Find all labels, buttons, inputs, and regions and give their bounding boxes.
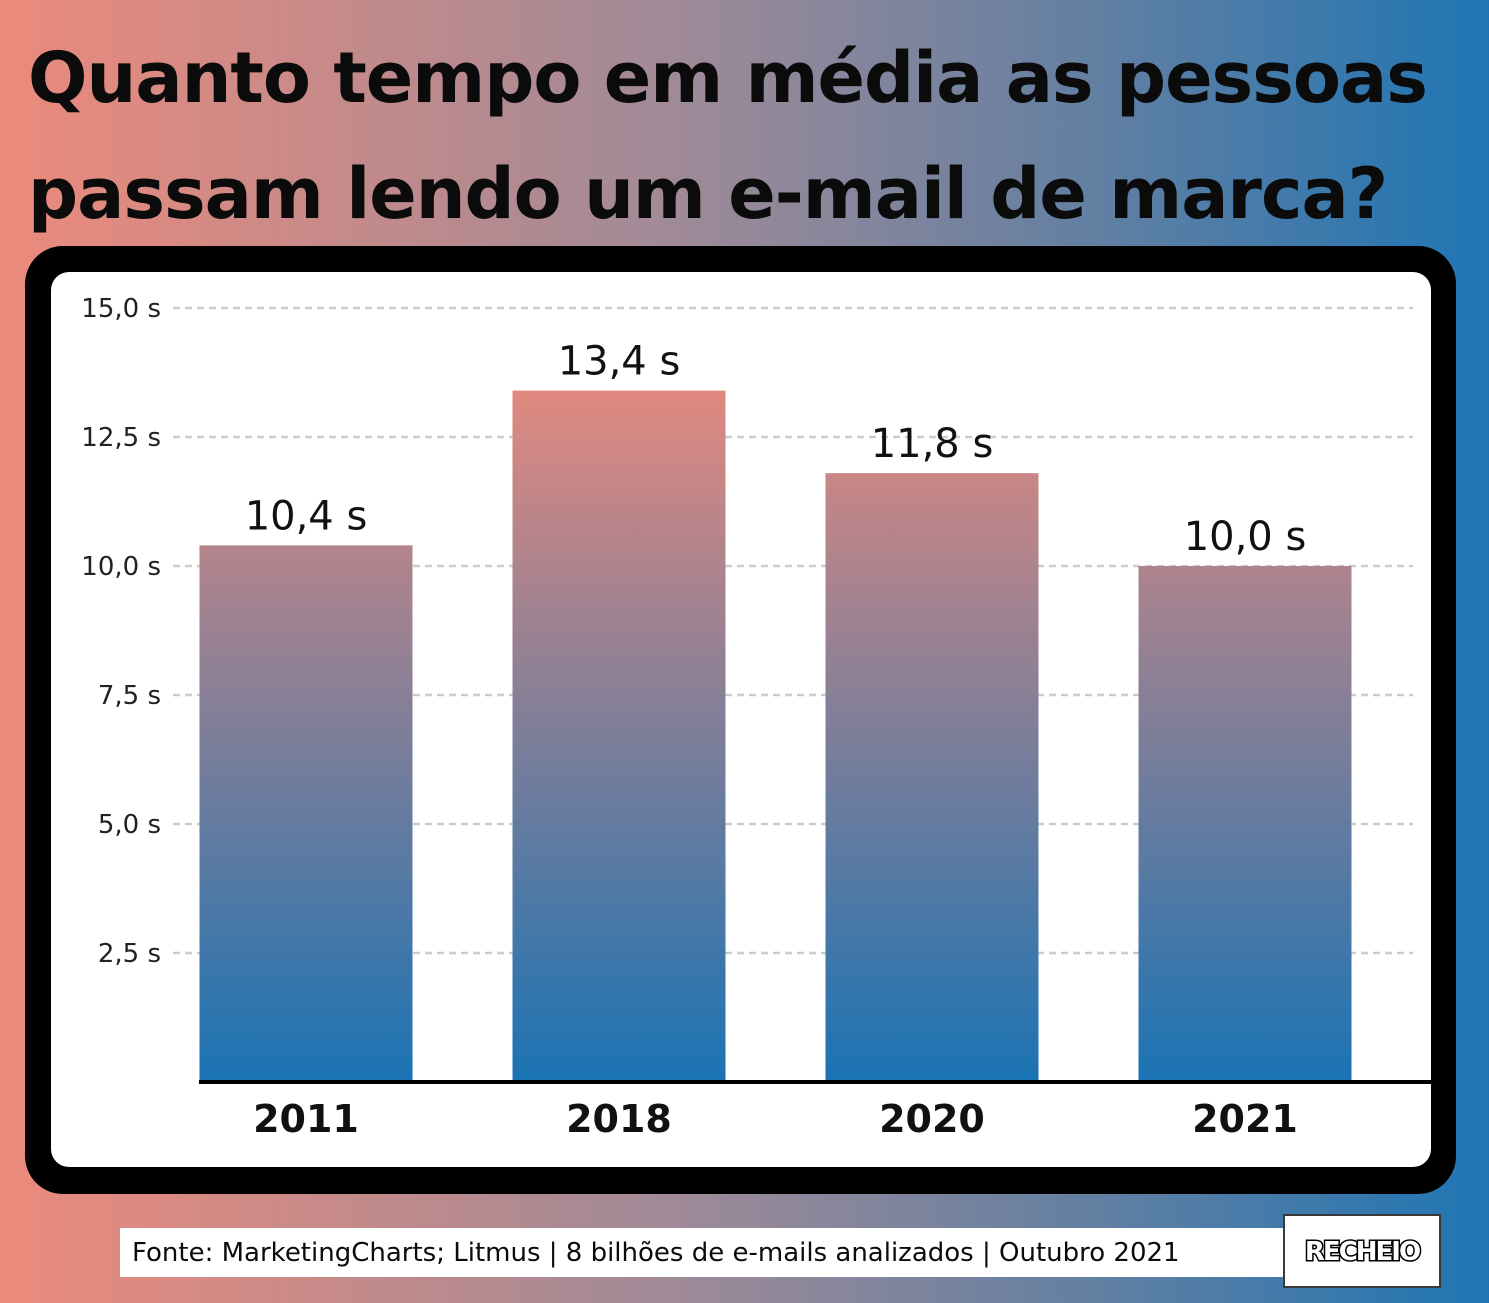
y-tick-label: 15,0 s <box>81 294 161 324</box>
bar <box>199 545 413 1082</box>
y-tick-label: 12,5 s <box>81 423 161 453</box>
chart-panel: 2,5 s 5,0 s 7,5 s 10,0 s 12,5 s 15,0 s 10,4 s 2… <box>51 272 1431 1167</box>
footer: Fonte: MarketingCharts; Litmus | 8 bilhõ… <box>120 1214 1441 1288</box>
y-tick-label: 2,5 s <box>98 939 161 969</box>
y-tick-label: 7,5 s <box>98 681 161 711</box>
bar-chart: 2,5 s 5,0 s 7,5 s 10,0 s 12,5 s 15,0 s 10,4 s 2… <box>81 294 1431 1141</box>
bar-value-label: 11,8 s <box>871 421 994 467</box>
x-tick-label: 2011 <box>253 1097 359 1141</box>
source-text: Fonte: MarketingCharts; Litmus | 8 bilhõ… <box>132 1238 1180 1268</box>
bar-value-label: 13,4 s <box>558 339 681 385</box>
x-tick-label: 2018 <box>566 1097 672 1141</box>
bar <box>825 473 1039 1082</box>
bar <box>1138 566 1352 1082</box>
x-tick-label: 2020 <box>879 1097 985 1141</box>
chart-title: Quanto tempo em média as pessoas passam … <box>28 20 1468 252</box>
bar-value-label: 10,0 s <box>1184 514 1307 560</box>
chart-title-line-1: Quanto tempo em média as pessoas <box>28 37 1428 119</box>
bar-value-label: 10,4 s <box>245 493 368 539</box>
chart-title-line-2: passam lendo um e-mail de marca? <box>28 153 1388 235</box>
x-tick-label: 2021 <box>1192 1097 1298 1141</box>
logo-box: RECHEIO <box>1283 1214 1441 1288</box>
chart-frame: 2,5 s 5,0 s 7,5 s 10,0 s 12,5 s 15,0 s 10,4 s 2… <box>25 246 1456 1194</box>
y-tick-label: 10,0 s <box>81 552 161 582</box>
y-tick-label: 5,0 s <box>98 810 161 840</box>
bar <box>512 390 726 1082</box>
recheio-logo: RECHEIO <box>1303 1236 1422 1269</box>
